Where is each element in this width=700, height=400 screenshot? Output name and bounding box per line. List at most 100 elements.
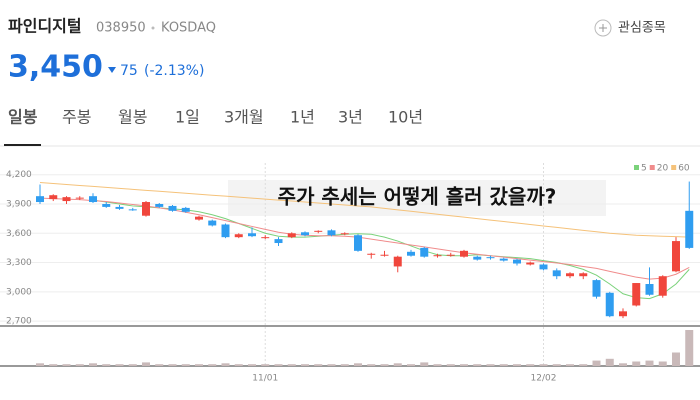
legend-label: 5 — [641, 164, 647, 174]
candle-body — [89, 196, 97, 203]
volume-bar — [102, 364, 111, 366]
candle-body — [128, 209, 137, 211]
candle-body — [208, 220, 217, 226]
volume-bar — [566, 364, 574, 366]
period-tab[interactable]: 3년 — [338, 108, 363, 127]
candle-body — [420, 247, 429, 257]
volume-bar — [36, 363, 44, 366]
candle-body — [301, 232, 309, 236]
candle-body — [499, 258, 508, 261]
annotation-box — [228, 180, 606, 216]
candle-body — [539, 264, 548, 270]
volume-bar — [499, 364, 508, 366]
period-tab[interactable]: 1일 — [175, 108, 200, 127]
candle-body — [221, 224, 230, 238]
volume-bar — [181, 364, 190, 366]
y-tick-label: 3,000 — [6, 287, 32, 297]
legend-swatch — [671, 165, 677, 170]
candle-body — [340, 233, 349, 235]
volume-bar — [433, 364, 442, 366]
candle-body — [168, 205, 177, 211]
volume-bar — [234, 364, 243, 366]
volume-bar — [632, 361, 641, 366]
volume-bar — [592, 360, 601, 366]
candle-body — [513, 259, 521, 264]
volume-bar — [221, 363, 230, 366]
candle-body — [605, 292, 614, 317]
candle-body — [526, 262, 535, 265]
volume-bar — [62, 364, 71, 366]
volume-bar — [526, 364, 535, 366]
watch-label: 관심종목 — [618, 21, 666, 36]
candle-body — [102, 203, 111, 207]
volume-bar — [486, 364, 495, 366]
candle-body — [155, 203, 164, 207]
period-tab[interactable]: 월봉 — [118, 108, 147, 127]
volume-bar — [128, 364, 137, 366]
volume-bar — [261, 364, 270, 366]
candle-body — [261, 237, 270, 239]
candle-body — [274, 239, 283, 244]
candle-body — [460, 250, 468, 257]
volume-bar — [115, 364, 124, 366]
period-tab[interactable]: 1년 — [290, 108, 315, 127]
period-tab[interactable]: 10년 — [388, 108, 423, 127]
plus-icon — [599, 24, 607, 32]
volume-bar — [168, 364, 177, 366]
period-tab[interactable]: 주봉 — [62, 108, 91, 127]
candle-body — [380, 254, 389, 256]
candle-body — [685, 210, 694, 248]
plus-circle — [594, 19, 612, 37]
volume-bar — [552, 364, 561, 366]
price: 3,450 — [8, 50, 103, 85]
y-tick-label: 3,900 — [6, 199, 32, 209]
candle-body — [473, 256, 482, 260]
volume-bar — [208, 364, 217, 366]
candle-body — [632, 283, 641, 306]
volume-bar — [619, 363, 627, 366]
y-tick-label: 4,200 — [6, 170, 32, 180]
candle-body — [407, 251, 415, 256]
candle-body — [248, 233, 256, 237]
volume-bar — [672, 352, 680, 366]
change: 75 — [120, 63, 138, 79]
volume-bar — [539, 364, 548, 366]
candle-body — [62, 197, 71, 202]
volume-bar — [155, 364, 164, 366]
volume-bar — [274, 364, 283, 366]
candle-body — [36, 196, 44, 203]
watch-button[interactable]: 관심종목 — [594, 19, 666, 37]
volume-bar — [89, 363, 97, 366]
stock-name: 파인디지털 — [8, 17, 82, 36]
candle-body — [287, 233, 296, 238]
candle-body — [592, 280, 601, 297]
legend-label: 60 — [678, 164, 690, 174]
candle-body — [645, 284, 654, 295]
volume-bar — [685, 330, 694, 366]
candle-body — [314, 230, 323, 232]
volume-bar — [380, 364, 389, 366]
candle-body — [446, 254, 455, 256]
volume-bar — [49, 364, 58, 366]
candle-body — [367, 253, 376, 255]
market: KOSDAQ — [161, 21, 216, 36]
moving-average-line — [92, 199, 690, 300]
y-tick-label: 2,700 — [6, 317, 32, 327]
volume-bar — [195, 364, 203, 366]
period-tab[interactable]: 일봉 — [8, 108, 38, 127]
volume-bar — [460, 364, 468, 366]
moving-average-line — [39, 182, 690, 238]
legend-swatch — [649, 165, 655, 170]
volume-bar — [420, 362, 429, 366]
annotation: 주가 추세는 어떻게 흘러 갔을까? — [278, 185, 557, 209]
y-tick-label: 3,300 — [6, 258, 32, 268]
volume-bar — [301, 364, 309, 366]
volume-bar — [287, 364, 296, 366]
candle-body — [354, 235, 362, 251]
candle-body — [486, 257, 495, 259]
candle-body — [327, 230, 336, 236]
candle-body — [181, 207, 190, 212]
period-tab[interactable]: 3개월 — [224, 108, 264, 127]
volume-bar — [314, 364, 323, 366]
volume-bar — [605, 358, 614, 366]
